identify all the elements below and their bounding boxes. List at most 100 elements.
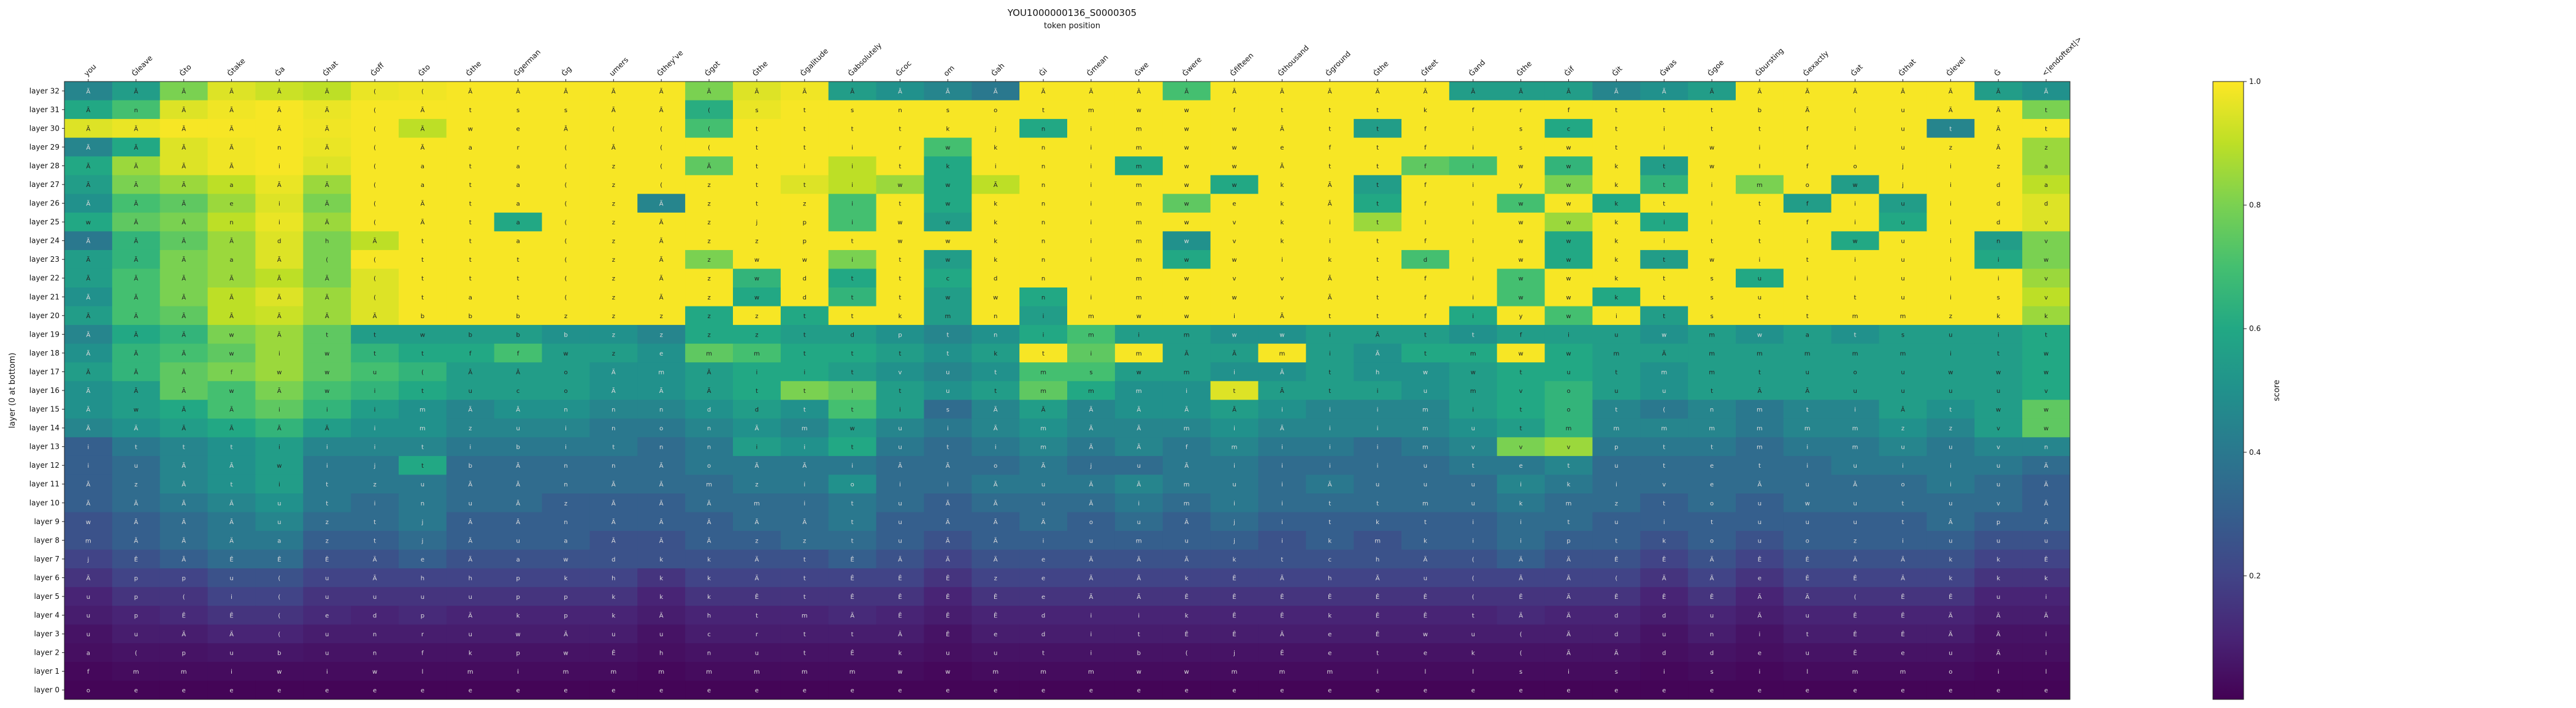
heatmap-cell (1544, 661, 1593, 681)
heatmap-cell (1592, 474, 1641, 494)
heatmap-cell (924, 100, 972, 120)
y-tick-label: layer 13 (29, 443, 59, 451)
cell-label: w (134, 407, 139, 414)
cell-label: w (945, 219, 950, 226)
cell-label: e (1232, 201, 1236, 208)
cell-label: c (516, 388, 520, 395)
heatmap-cell (1974, 362, 2023, 382)
cell-label: k (899, 650, 902, 657)
heatmap-cell (351, 119, 399, 139)
cell-label: Ã (611, 387, 616, 395)
cell-label: n (994, 313, 997, 320)
heatmap-cell (1258, 137, 1306, 157)
heatmap-cell (399, 549, 447, 569)
cell-label: e (1041, 575, 1045, 582)
heatmap-cell (207, 418, 256, 438)
heatmap-cell (1067, 268, 1116, 288)
heatmap-cell (1354, 474, 1402, 494)
heatmap-cell (255, 680, 304, 700)
cell-label: Ä (1901, 555, 1905, 563)
cell-label: u (946, 650, 949, 657)
heatmap-cell (64, 119, 113, 139)
cell-label: i (374, 388, 376, 395)
cell-label: t (421, 388, 424, 395)
cell-label: t (1663, 257, 1665, 264)
cell-label: a (516, 238, 520, 245)
heatmap-cell (64, 325, 113, 344)
x-tick-label: Ġfeet (1419, 56, 1440, 78)
cell-label: Ã (277, 106, 282, 114)
cell-label: Ê (1280, 593, 1284, 601)
cell-label: m (992, 669, 999, 676)
cell-label: t (803, 407, 806, 414)
heatmap-cell (637, 381, 686, 400)
heatmap-cell (1926, 156, 1975, 176)
cell-label: t (851, 538, 854, 544)
cell-label: i (1281, 500, 1283, 507)
cell-label: Ã (1328, 293, 1332, 301)
cell-label: u (1137, 519, 1141, 526)
cell-label: d (803, 276, 807, 283)
cell-label: Ä (134, 312, 138, 320)
heatmap-cell (972, 343, 1020, 363)
heatmap-cell (1879, 549, 1927, 569)
cell-label: f (1233, 107, 1236, 114)
heatmap-cell (1544, 606, 1593, 625)
cell-label: Ê (1901, 612, 1904, 620)
heatmap-cell (351, 287, 399, 307)
heatmap-cell (446, 137, 495, 157)
heatmap-cell (303, 100, 351, 120)
heatmap-cell (1258, 231, 1306, 251)
cell-label: p (134, 613, 138, 620)
heatmap-cell (1879, 400, 1927, 419)
heatmap-cell (1831, 606, 1880, 625)
cell-label: a (1806, 332, 1809, 338)
heatmap-cell (1210, 119, 1259, 139)
cell-label: i (1329, 332, 1331, 338)
heatmap-cell (1831, 362, 1880, 382)
heatmap-cell (1258, 119, 1306, 139)
cell-label: v (1280, 276, 1284, 283)
cell-label: w (1566, 238, 1571, 245)
heatmap-cell (159, 306, 209, 325)
heatmap-cell (542, 156, 590, 176)
cell-label: m (658, 369, 664, 376)
cell-label: d (1996, 182, 2000, 189)
cell-label: Ä (86, 574, 91, 582)
x-tick-label: Ġhat (320, 58, 340, 78)
heatmap-cell (207, 455, 256, 475)
cell-label: i (1233, 463, 1235, 470)
heatmap-cell (351, 606, 399, 625)
cell-label: Ã (86, 143, 91, 151)
heatmap-cell (303, 418, 351, 438)
heatmap-cell (1162, 175, 1211, 194)
cell-label: i (1520, 538, 1522, 544)
cell-label: y (1519, 313, 1523, 320)
heatmap-cell (972, 362, 1020, 382)
heatmap-cell (1640, 325, 1689, 344)
cell-label: Ã (516, 406, 520, 414)
cell-label: k (1519, 500, 1523, 507)
cell-label: i (1233, 425, 1235, 432)
cell-label: i (1806, 276, 1808, 283)
heatmap-cell (828, 643, 877, 663)
cell-label: u (1471, 425, 1475, 432)
cell-label: v (1996, 444, 2000, 451)
heatmap-cell (1926, 249, 1975, 269)
cell-label: w (1566, 163, 1571, 170)
cell-label: Ã (325, 87, 329, 95)
cell-label: a (229, 182, 233, 189)
cell-label: a (2044, 163, 2048, 170)
heatmap-cell (637, 212, 686, 232)
heatmap-cell (1592, 661, 1641, 681)
cell-label: Ã (611, 499, 616, 507)
cell-label: d (850, 332, 854, 338)
heatmap-cell (1497, 287, 1546, 307)
x-tick-label: Ġto (177, 62, 193, 78)
cell-label: Ã (325, 200, 329, 208)
cell-label: u (229, 650, 233, 657)
heatmap-cell (1544, 381, 1593, 400)
cell-label: t (1758, 463, 1761, 470)
cell-label: m (1184, 425, 1190, 432)
cell-label: h (421, 575, 424, 582)
